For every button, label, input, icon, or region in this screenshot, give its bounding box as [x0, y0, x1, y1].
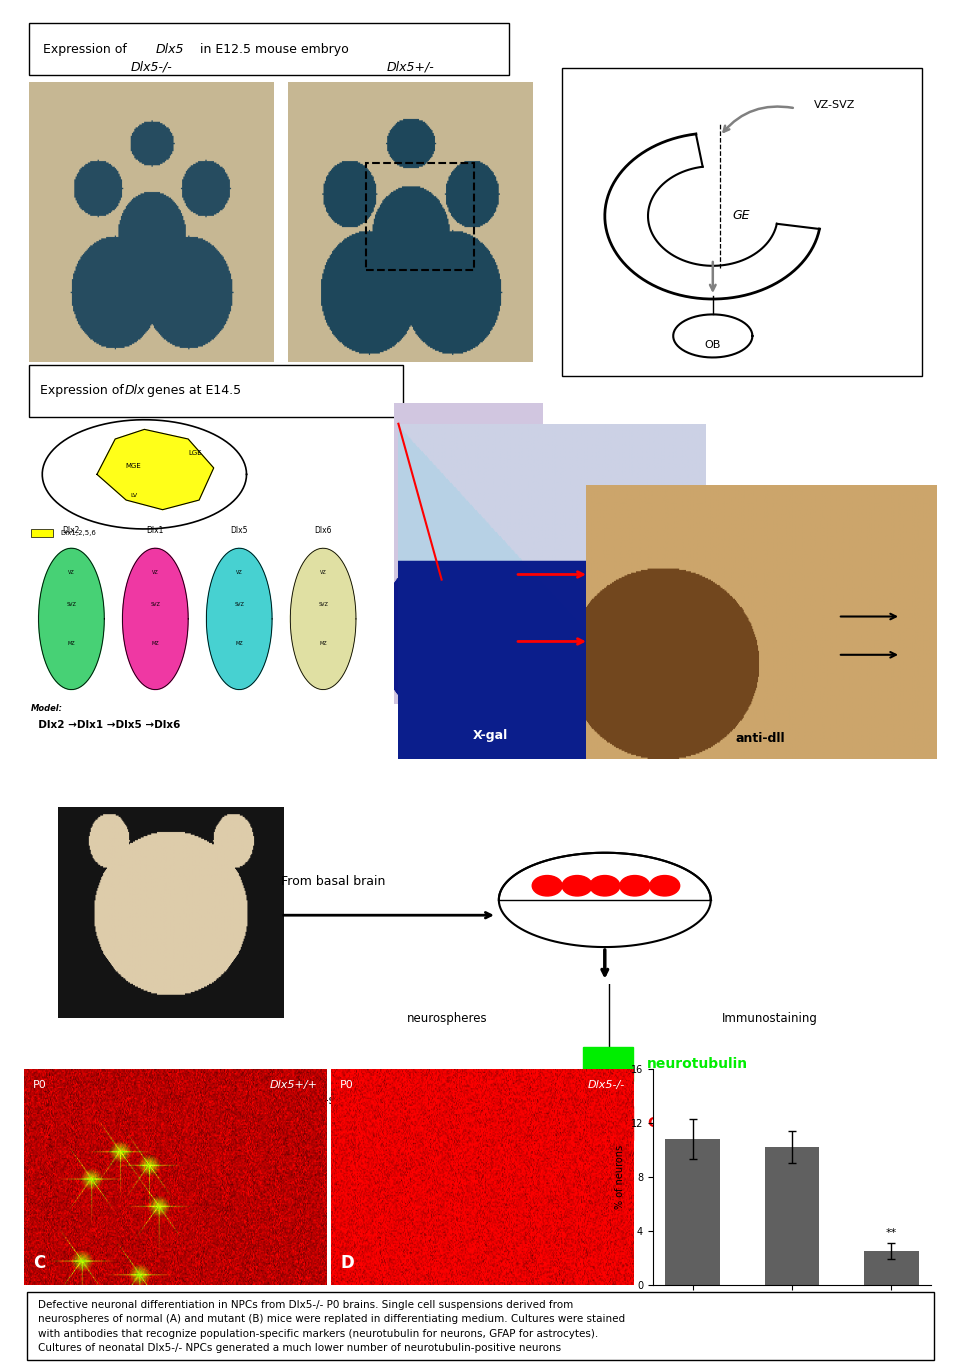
Text: SVZ: SVZ	[318, 601, 328, 607]
Text: LGE: LGE	[189, 450, 203, 457]
Polygon shape	[206, 548, 272, 689]
Circle shape	[620, 875, 650, 895]
Circle shape	[532, 875, 563, 895]
Text: in E12.5 mouse embryo: in E12.5 mouse embryo	[196, 42, 348, 56]
Text: MZ: MZ	[235, 641, 243, 645]
Bar	[401, 509, 475, 629]
Text: P0: P0	[340, 1080, 354, 1089]
Text: MZ: MZ	[152, 641, 159, 645]
Text: D: D	[340, 1254, 354, 1273]
Circle shape	[650, 875, 680, 895]
Text: C: C	[33, 1254, 45, 1273]
Text: MGE: MGE	[126, 463, 141, 469]
Text: SVZ: SVZ	[66, 601, 77, 607]
Text: Dlx5-/-: Dlx5-/-	[131, 60, 172, 74]
Text: SVZ: SVZ	[234, 601, 244, 607]
Text: GE: GE	[732, 209, 751, 223]
Polygon shape	[290, 548, 356, 689]
Text: Dlx5+/+: Dlx5+/+	[677, 1304, 709, 1312]
Text: MZ: MZ	[67, 641, 75, 645]
Text: Dlx5: Dlx5	[156, 42, 184, 56]
Text: + bFGF -serum, 7 days: + bFGF -serum, 7 days	[277, 1094, 413, 1107]
Text: P0: P0	[785, 1333, 799, 1342]
Bar	[367, 163, 474, 269]
Text: OB: OB	[705, 340, 721, 350]
Text: VZ: VZ	[320, 570, 326, 576]
Text: LV: LV	[130, 493, 137, 498]
Polygon shape	[38, 548, 105, 689]
Y-axis label: % of neurons: % of neurons	[615, 1146, 625, 1208]
Text: MZ: MZ	[320, 641, 327, 645]
Text: VZ: VZ	[68, 570, 75, 576]
Text: Dlx5+/-: Dlx5+/-	[387, 60, 434, 74]
Text: Dlx: Dlx	[124, 384, 145, 398]
Text: Expression of: Expression of	[40, 384, 128, 398]
Text: VZ: VZ	[152, 570, 158, 576]
Text: Expression of: Expression of	[43, 42, 132, 56]
Bar	[864, 1251, 919, 1285]
Text: MGE: MGE	[411, 582, 436, 592]
Text: VZ: VZ	[236, 570, 243, 576]
Bar	[32, 529, 53, 537]
Text: Model:: Model:	[32, 704, 63, 714]
Text: SVZ: SVZ	[151, 601, 160, 607]
Text: From basal brain: From basal brain	[280, 875, 385, 889]
Text: Dlx5-/-: Dlx5-/-	[878, 1304, 904, 1312]
Text: X-gal: X-gal	[473, 729, 508, 741]
Polygon shape	[123, 548, 188, 689]
Text: Dlx6: Dlx6	[314, 526, 332, 536]
Polygon shape	[97, 429, 214, 510]
Text: Dlx1: Dlx1	[147, 526, 164, 536]
Text: LGE: LGE	[465, 462, 487, 472]
Circle shape	[563, 875, 592, 895]
Text: Dlx5+/-: Dlx5+/-	[778, 1304, 806, 1312]
Text: Dlx2: Dlx2	[62, 526, 80, 536]
Text: anti-dll: anti-dll	[736, 733, 785, 745]
Bar	[665, 1139, 720, 1285]
Text: Dlx5+/+: Dlx5+/+	[270, 1080, 318, 1089]
Text: Dlx5-/-: Dlx5-/-	[588, 1080, 625, 1089]
Text: **: **	[886, 1228, 897, 1237]
Text: Dlx2 →Dlx1 →Dlx5 →Dlx6: Dlx2 →Dlx1 →Dlx5 →Dlx6	[32, 720, 180, 730]
Text: P0: P0	[33, 1080, 47, 1089]
Text: neurotubulin: neurotubulin	[647, 1057, 748, 1072]
Text: neurospheres: neurospheres	[407, 1012, 488, 1025]
Circle shape	[589, 875, 620, 895]
Text: VZ-SVZ: VZ-SVZ	[813, 100, 855, 111]
Text: Immunostaining: Immunostaining	[722, 1012, 818, 1025]
Text: genes at E14.5: genes at E14.5	[143, 384, 241, 398]
Text: Dlx5: Dlx5	[230, 526, 248, 536]
Text: Dlx1,2,5,6: Dlx1,2,5,6	[60, 530, 96, 536]
Bar	[765, 1147, 819, 1285]
Text: Defective neuronal differentiation in NPCs from Dlx5-/- P0 brains. Single cell s: Defective neuronal differentiation in NP…	[37, 1300, 625, 1353]
Bar	[583, 1047, 633, 1081]
Bar	[583, 1106, 633, 1140]
Text: GFAP: GFAP	[647, 1115, 687, 1131]
